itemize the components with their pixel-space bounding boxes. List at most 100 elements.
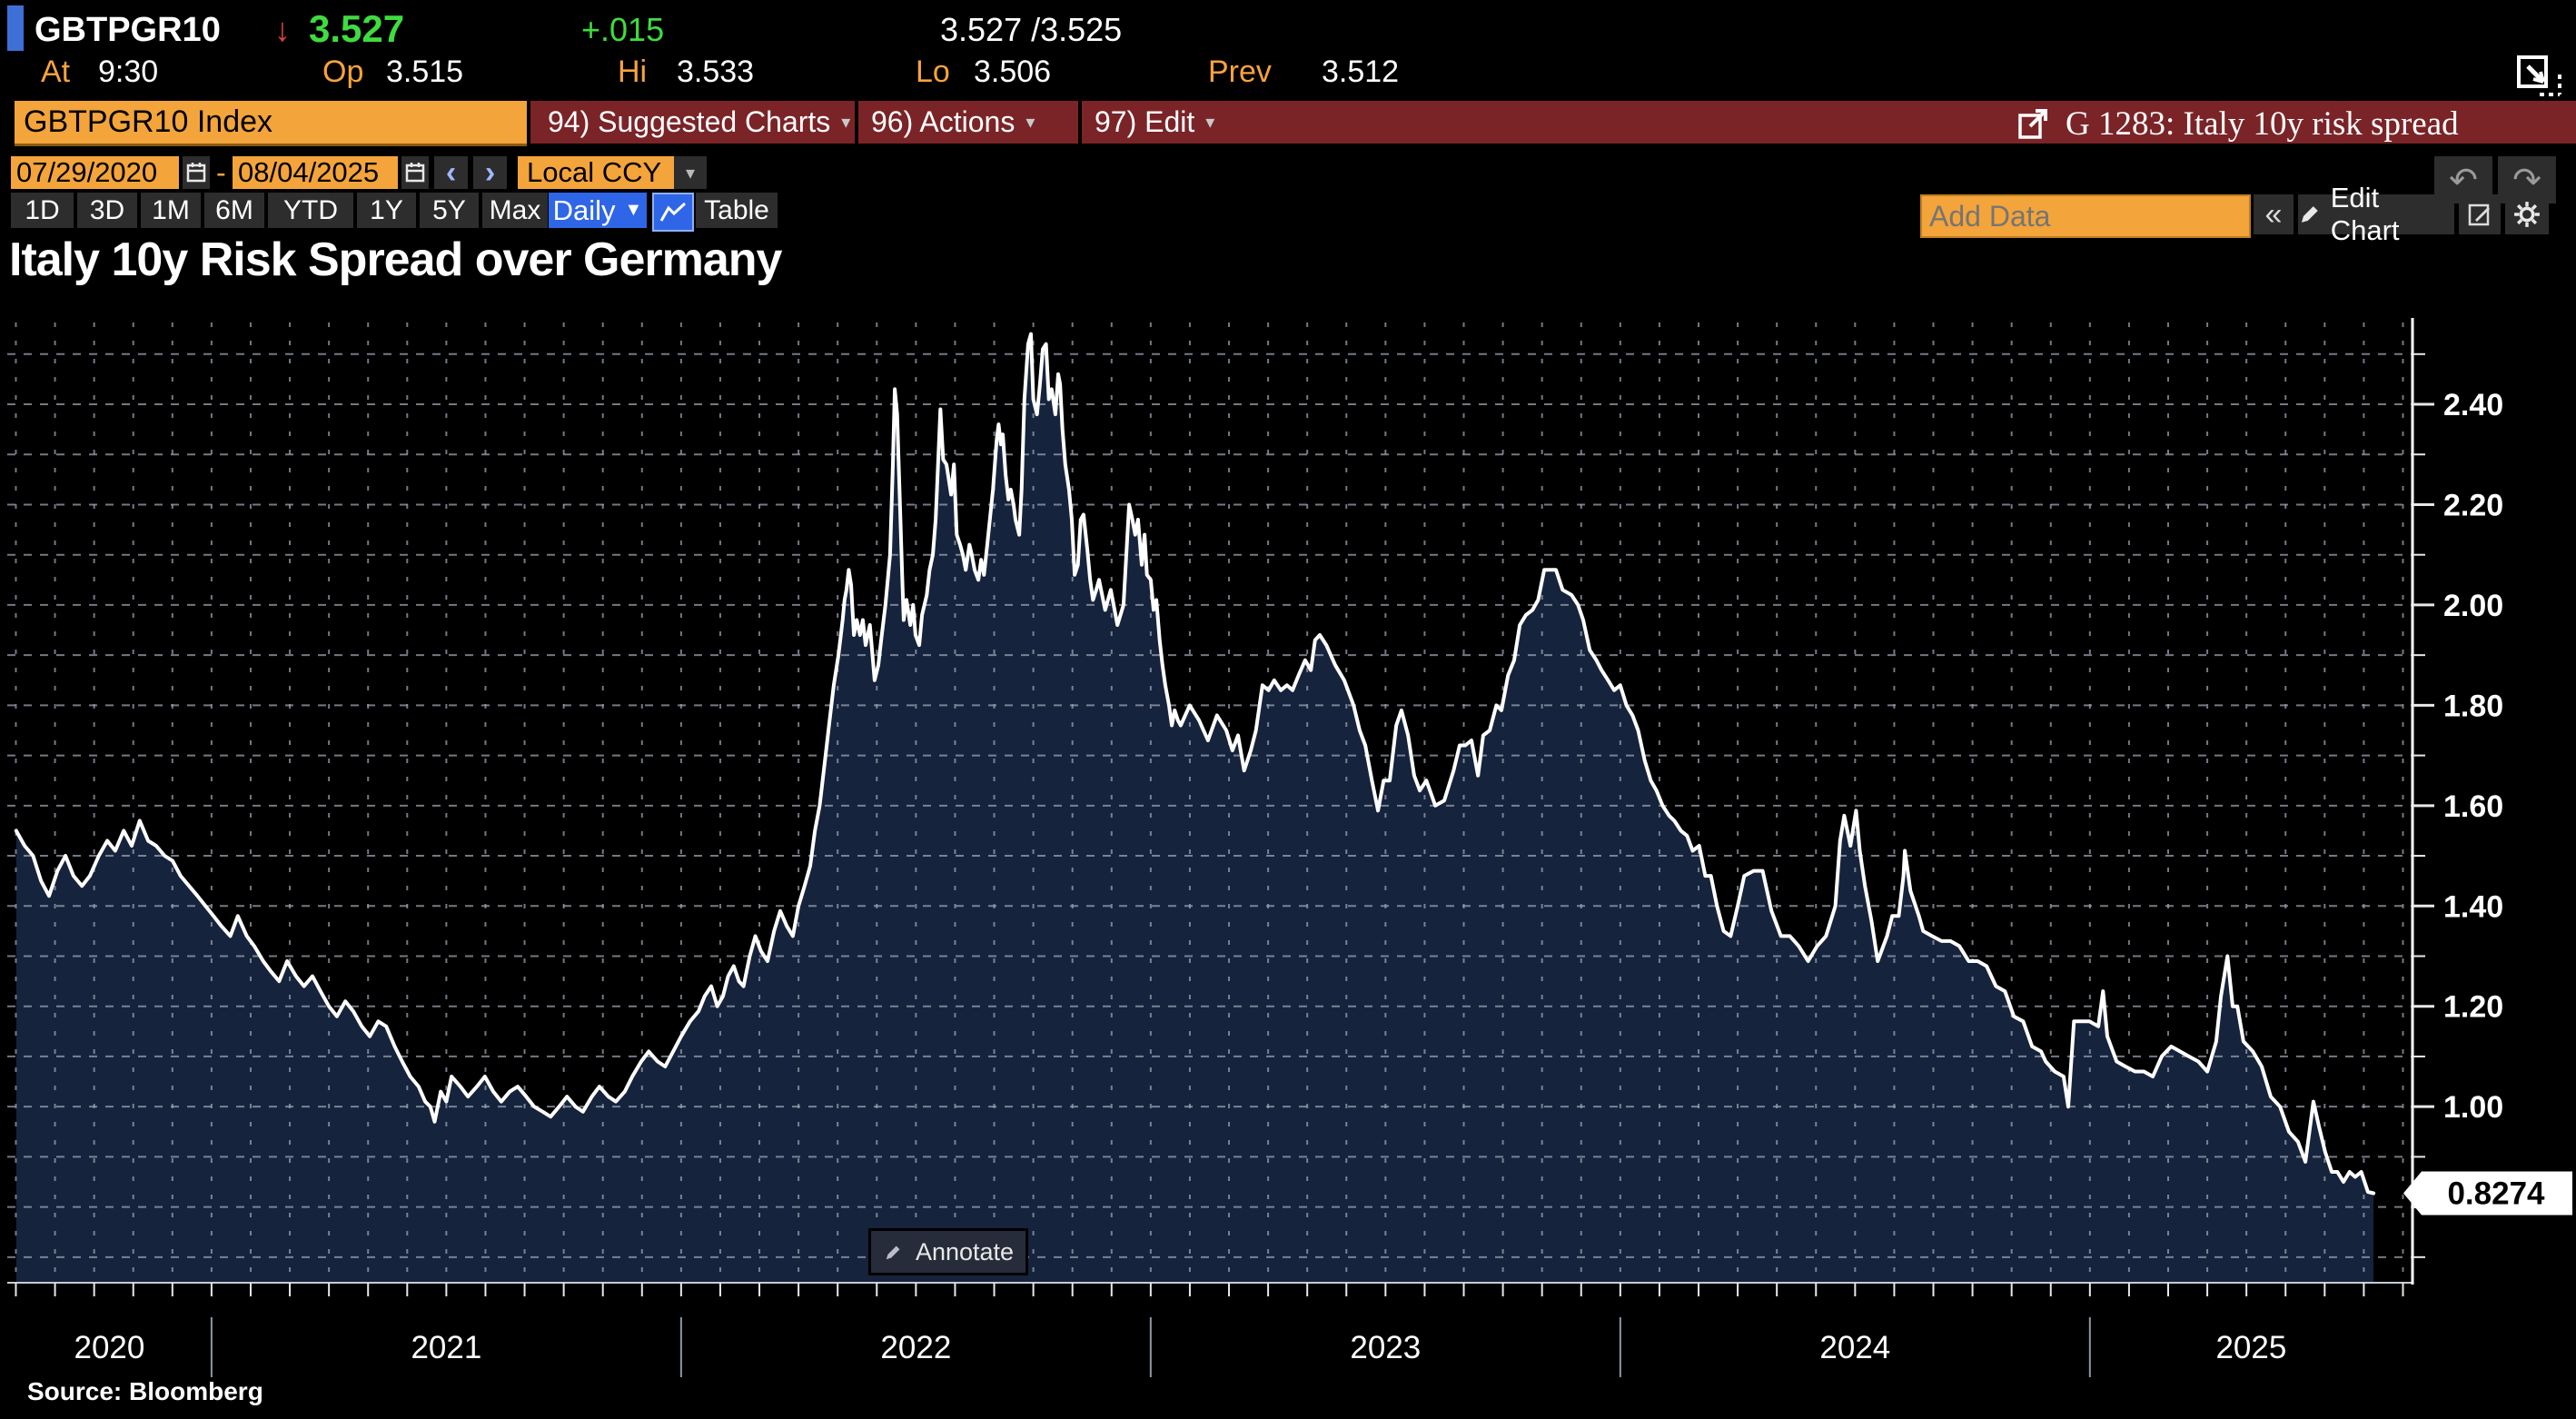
period-button-Max[interactable]: Max [482,193,548,228]
period-button-1M[interactable]: 1M [141,193,201,228]
down-arrow-icon: ↓ [274,11,291,48]
last-price-marker: 0.8274 [2403,1171,2572,1216]
series-area-fill [15,333,2374,1284]
prev-period-button[interactable]: ‹ [434,154,468,190]
chevron-down-icon: ▼ [624,200,643,220]
frequency-value: Daily [552,194,616,226]
chevron-down-icon: ▾ [1205,113,1215,133]
chevron-right-icon: › [484,154,496,190]
high-value: 3.533 [677,55,755,89]
line-chart-icon [659,202,687,222]
year-label: 2021 [411,1330,481,1365]
edit-label: 97) Edit [1095,105,1195,138]
y-axis-labels: 1.00 1.20 1.40 1.60 1.80 2.00 2.20 2.40 [2443,388,2503,1125]
year-label: 2025 [2215,1330,2286,1365]
menu-separator [1078,101,1082,144]
menu-bar: 94) Suggested Charts ▾ 96) Actions ▾ 97) E… [0,101,2576,146]
pencil-icon [886,1245,900,1260]
year-label: 2020 [74,1330,145,1365]
period-button-1D[interactable]: 1D [11,193,74,228]
annotate-label: Annotate [915,1237,1015,1265]
add-data-box[interactable] [1920,194,2251,238]
suggested-charts-button[interactable]: 94) Suggested Charts ▾ [535,101,866,144]
page-title: Italy 10y Risk Spread over Germany [9,233,782,286]
table-button[interactable]: Table [696,193,778,228]
date-to-input[interactable] [233,155,396,190]
calendar-icon [186,163,206,183]
grid [7,322,2413,1283]
suggested-charts-label: 94) Suggested Charts [548,105,831,138]
annotate-button[interactable]: Annotate [868,1228,1028,1275]
actions-label: 96) Actions [871,105,1016,138]
date-from-calendar-button[interactable] [183,156,210,189]
date-to-box[interactable] [233,155,398,190]
ticker-input[interactable] [15,104,516,141]
year-label: 2024 [1819,1330,1890,1365]
add-data-input[interactable] [1922,198,2240,234]
export-chart-icon[interactable] [2016,106,2051,141]
period-button-6M[interactable]: 6M [204,193,264,228]
currency-select[interactable]: Local CCY [518,156,679,189]
period-button-row: 1D 3D 1M 6M YTD 1Y 5Y Max [11,193,551,228]
year-label: 2022 [880,1330,951,1365]
period-button-3D[interactable]: 3D [77,193,137,228]
edit-button[interactable]: 97) Edit ▾ [1082,101,1258,144]
settings-button[interactable] [2505,194,2549,234]
date-to-calendar-button[interactable] [401,156,429,189]
ticker-symbol: GBTPGR10 [35,11,221,49]
frequency-button[interactable]: Daily ▼ [549,193,647,228]
line-chart-type-button[interactable] [652,193,694,232]
period-button-YTD[interactable]: YTD [268,193,353,228]
edit-chart-label: Edit Chart [2330,182,2400,246]
popout-icon[interactable] [2516,55,2563,98]
double-chevron-left-icon: « [2264,196,2283,232]
price-change: +.015 [581,11,665,48]
edit-chart-button[interactable]: Edit Chart [2298,182,2454,246]
chevron-left-icon: ‹ [445,154,457,190]
y-axis-label: 1.80 [2443,689,2503,723]
annotation-notes-button[interactable] [2459,194,2501,234]
axes [7,318,2434,1296]
y-axis-label: 2.20 [2443,488,2503,522]
undo-icon: ↶ [2449,161,2478,200]
chevron-down-icon: ▾ [841,113,851,133]
y-axis-label: 1.20 [2443,990,2503,1025]
red-menu-strip: 94) Suggested Charts ▾ 96) Actions ▾ 97) E… [530,101,2576,144]
last-price: 3.527 [309,7,405,50]
open-label: Op [322,55,364,89]
table-label: Table [704,194,769,225]
high-label: Hi [618,55,648,89]
ticker-input-box[interactable] [15,101,527,146]
last-price-label: 0.8274 [2447,1176,2545,1211]
at-value: 9:30 [98,55,159,89]
next-period-button[interactable]: › [473,154,507,190]
date-from-input[interactable] [11,155,177,190]
y-axis-label: 2.00 [2443,589,2503,623]
y-axis-label: 1.00 [2443,1090,2503,1125]
bid-ask: 3.527 /3.525 [940,11,1123,48]
y-axis-label: 1.40 [2443,889,2503,924]
currency-dropdown-button[interactable]: ▾ [674,156,707,189]
currency-value: Local CCY [527,156,662,188]
y-axis-label: 2.40 [2443,388,2503,422]
pencil-icon [2301,206,2318,223]
date-range-separator: - [216,156,226,189]
collapse-panel-button[interactable]: « [2254,194,2294,234]
gear-icon [2514,202,2540,227]
open-value: 3.515 [386,55,464,89]
low-value: 3.506 [974,55,1052,89]
at-label: At [41,55,71,89]
quote-strip: GBTPGR10 ↓ 3.527 +.015 3.527 /3.525 At 9… [0,0,2576,96]
date-from-box[interactable] [11,155,179,190]
series-line [14,332,2376,1196]
note-edit-icon [2468,203,2490,226]
actions-button[interactable]: 96) Actions ▾ [858,101,1089,144]
prev-label: Prev [1208,55,1272,89]
chevron-down-icon: ▾ [685,163,696,184]
period-button-5Y[interactable]: 5Y [420,193,479,228]
period-button-1Y[interactable]: 1Y [357,193,416,228]
prev-value: 3.512 [1322,55,1400,89]
